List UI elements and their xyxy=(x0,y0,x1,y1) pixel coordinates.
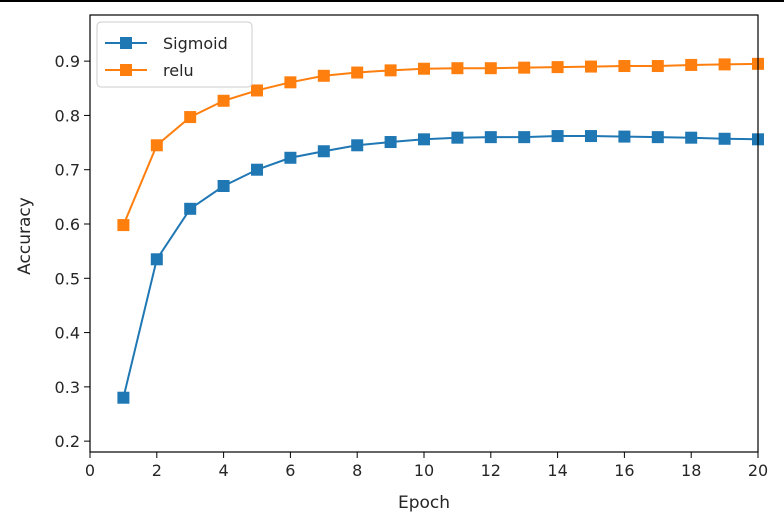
data-point-relu-5 xyxy=(251,84,263,97)
data-point-sigmoid-2 xyxy=(150,253,163,266)
data-point-relu-8 xyxy=(351,66,364,79)
y-tick-label: 0.6 xyxy=(55,215,80,234)
y-tick-label: 0.8 xyxy=(55,106,80,125)
x-tick-label: 0 xyxy=(85,461,95,480)
y-tick-label: 0.4 xyxy=(55,324,80,343)
x-axis-label: Epoch xyxy=(398,493,450,513)
data-point-relu-7 xyxy=(317,69,330,82)
data-point-sigmoid-18 xyxy=(685,131,698,144)
y-tick-label: 0.9 xyxy=(55,52,80,71)
data-point-sigmoid-14 xyxy=(551,130,564,143)
x-tick-label: 2 xyxy=(152,461,162,480)
data-point-relu-17 xyxy=(651,60,664,73)
data-point-relu-14 xyxy=(551,61,564,74)
data-point-sigmoid-17 xyxy=(651,131,664,144)
data-point-sigmoid-19 xyxy=(718,132,731,145)
data-point-relu-1 xyxy=(117,219,130,232)
data-point-sigmoid-7 xyxy=(317,145,330,158)
data-point-relu-16 xyxy=(618,60,631,73)
data-point-sigmoid-5 xyxy=(251,163,263,176)
legend-marker-sigmoid xyxy=(120,37,132,49)
data-point-sigmoid-3 xyxy=(184,202,197,215)
series-line-relu xyxy=(122,62,759,226)
plot-layer xyxy=(117,57,764,404)
data-point-relu-13 xyxy=(518,61,531,74)
data-point-relu-19 xyxy=(718,58,731,71)
data-point-relu-11 xyxy=(451,62,464,75)
data-point-sigmoid-15 xyxy=(585,130,597,143)
x-tick-label: 10 xyxy=(414,461,434,480)
data-point-sigmoid-10 xyxy=(418,133,430,146)
data-point-sigmoid-16 xyxy=(618,130,631,143)
data-point-relu-3 xyxy=(184,111,197,124)
x-tick-label: 18 xyxy=(681,461,701,480)
y-axis-label: Accuracy xyxy=(15,197,35,275)
data-point-relu-12 xyxy=(484,62,497,75)
x-tick-label: 8 xyxy=(352,461,362,480)
x-tick-label: 6 xyxy=(285,461,295,480)
data-point-sigmoid-11 xyxy=(451,131,464,144)
data-point-relu-18 xyxy=(685,58,698,71)
data-point-relu-6 xyxy=(284,76,297,89)
series-line-sigmoid xyxy=(122,135,759,398)
x-tick-label: 16 xyxy=(614,461,634,480)
y-tick-label: 0.7 xyxy=(55,161,80,180)
x-tick-label: 20 xyxy=(748,461,768,480)
data-point-relu-4 xyxy=(217,94,230,107)
data-point-sigmoid-9 xyxy=(384,136,397,149)
x-tick-label: 14 xyxy=(547,461,567,480)
data-point-sigmoid-1 xyxy=(117,391,130,404)
x-tick-label: 4 xyxy=(219,461,229,480)
legend: Sigmoid relu xyxy=(96,21,253,88)
legend-label-sigmoid: Sigmoid xyxy=(163,34,228,53)
x-axis-ticks: 0 2 4 6 8 10 12 14 16 18 20 xyxy=(85,452,768,480)
data-point-sigmoid-13 xyxy=(518,131,531,144)
data-point-relu-9 xyxy=(384,64,397,77)
data-point-relu-10 xyxy=(418,62,430,75)
data-point-sigmoid-4 xyxy=(217,180,230,192)
data-point-relu-15 xyxy=(585,60,597,73)
data-point-sigmoid-8 xyxy=(351,139,364,152)
data-point-sigmoid-6 xyxy=(284,151,297,164)
y-tick-label: 0.2 xyxy=(55,432,80,451)
y-tick-label: 0.5 xyxy=(55,269,80,288)
data-point-relu-2 xyxy=(150,139,163,152)
y-tick-label: 0.3 xyxy=(55,378,80,397)
legend-marker-relu xyxy=(120,64,132,76)
x-tick-label: 12 xyxy=(481,461,501,480)
y-axis-ticks: 0.2 0.3 0.4 0.5 0.6 0.7 0.8 0.9 xyxy=(55,52,90,451)
data-point-sigmoid-12 xyxy=(484,131,497,144)
legend-label-relu: relu xyxy=(163,61,194,80)
window-top-border xyxy=(0,0,784,2)
